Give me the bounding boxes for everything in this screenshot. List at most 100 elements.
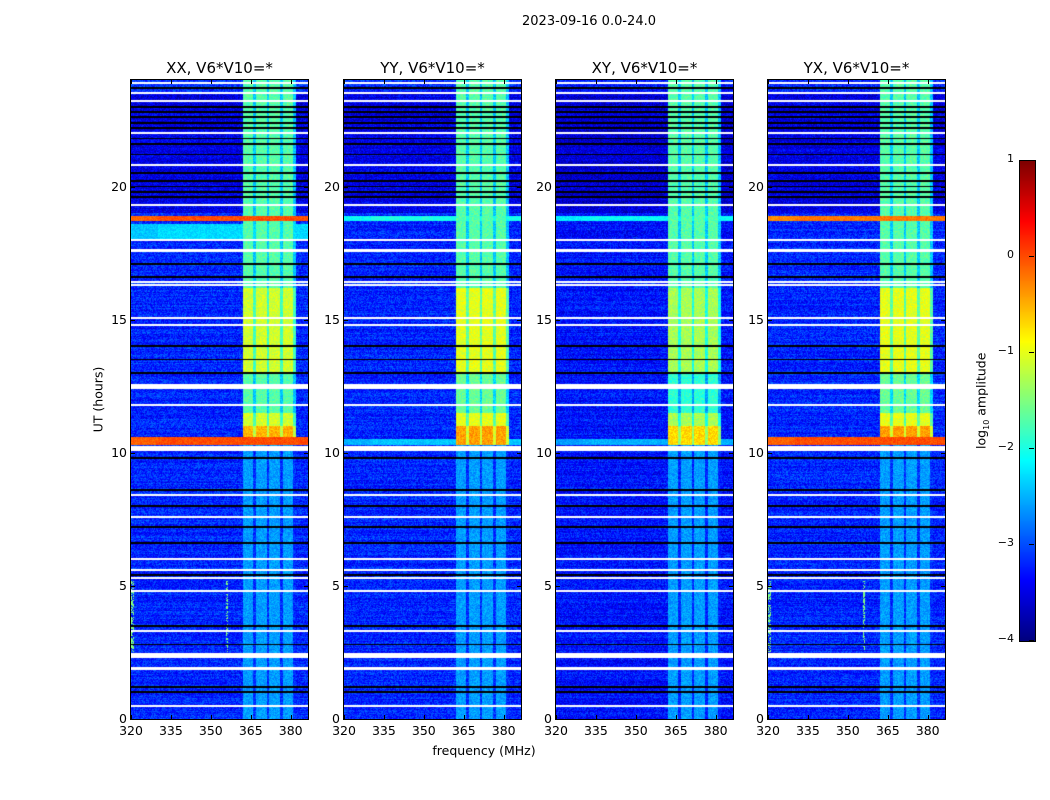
colorbar-tick-label: 1 bbox=[1007, 152, 1014, 165]
y-tick bbox=[131, 585, 135, 587]
y-tick bbox=[556, 719, 560, 720]
x-tick bbox=[383, 715, 385, 719]
y-tick bbox=[729, 719, 733, 720]
x-tick bbox=[635, 715, 637, 719]
y-tick-label: 0 bbox=[119, 711, 127, 726]
y-tick bbox=[517, 186, 521, 188]
y-tick bbox=[304, 585, 308, 587]
x-tick bbox=[556, 80, 557, 84]
x-tick-label: 320 bbox=[332, 723, 356, 738]
y-tick bbox=[517, 719, 521, 720]
x-tick bbox=[290, 715, 292, 719]
x-tick bbox=[635, 80, 637, 84]
x-tick-label: 350 bbox=[411, 723, 436, 738]
colorbar-tick-label: −4 bbox=[997, 632, 1014, 645]
y-tick-label: 15 bbox=[536, 311, 552, 327]
spectrogram-panel bbox=[555, 79, 734, 720]
y-tick bbox=[768, 585, 772, 587]
y-tick bbox=[304, 452, 308, 454]
x-tick bbox=[463, 715, 465, 719]
panel-title: YX, V6*V10=* bbox=[803, 59, 910, 77]
x-tick bbox=[556, 715, 557, 719]
x-tick bbox=[595, 80, 597, 84]
y-tick bbox=[304, 319, 308, 321]
x-tick bbox=[423, 80, 425, 84]
x-tick-label: 365 bbox=[875, 723, 900, 738]
x-tick bbox=[344, 80, 345, 84]
x-tick bbox=[210, 80, 212, 84]
x-axis-label: frequency (MHz) bbox=[432, 743, 536, 758]
x-tick-label: 350 bbox=[623, 723, 648, 738]
x-tick-label: 365 bbox=[451, 723, 476, 738]
y-tick bbox=[344, 319, 348, 321]
y-tick bbox=[304, 186, 308, 188]
y-tick bbox=[517, 452, 521, 454]
y-tick-label: 10 bbox=[111, 444, 127, 460]
x-tick-label: 335 bbox=[795, 723, 820, 738]
x-tick bbox=[131, 80, 132, 84]
y-tick bbox=[517, 319, 521, 321]
y-tick-label: 20 bbox=[536, 178, 552, 194]
y-tick bbox=[131, 186, 135, 188]
y-tick bbox=[941, 585, 945, 587]
panel-title: XX, V6*V10=* bbox=[166, 59, 273, 77]
y-tick bbox=[344, 186, 348, 188]
panel-title: YY, V6*V10=* bbox=[380, 59, 485, 77]
x-tick-label: 335 bbox=[371, 723, 396, 738]
x-tick-label: 380 bbox=[703, 723, 728, 738]
x-tick-label: 350 bbox=[198, 723, 223, 738]
x-tick bbox=[170, 715, 172, 719]
x-tick bbox=[595, 715, 597, 719]
y-tick bbox=[729, 452, 733, 454]
y-tick bbox=[941, 186, 945, 188]
x-tick bbox=[927, 715, 929, 719]
x-tick bbox=[927, 80, 929, 84]
x-tick bbox=[715, 80, 717, 84]
y-tick bbox=[304, 719, 308, 720]
colorbar-tick bbox=[1029, 352, 1034, 353]
y-tick-label: 10 bbox=[748, 444, 764, 460]
y-tick bbox=[344, 452, 348, 454]
y-tick bbox=[941, 319, 945, 321]
heatmap-image bbox=[768, 80, 945, 719]
x-tick-label: 335 bbox=[583, 723, 608, 738]
x-tick-label: 335 bbox=[158, 723, 183, 738]
y-tick bbox=[344, 585, 348, 587]
x-tick bbox=[423, 715, 425, 719]
x-tick-label: 320 bbox=[756, 723, 780, 738]
colorbar-tick bbox=[1029, 256, 1034, 257]
x-tick bbox=[383, 80, 385, 84]
colorbar-tick-label: 0 bbox=[1007, 248, 1014, 261]
x-tick bbox=[250, 80, 252, 84]
y-tick bbox=[768, 719, 772, 720]
y-tick-label: 20 bbox=[111, 178, 127, 194]
y-tick-label: 20 bbox=[324, 178, 340, 194]
x-tick bbox=[847, 715, 849, 719]
x-tick-label: 365 bbox=[238, 723, 263, 738]
y-tick bbox=[941, 452, 945, 454]
x-tick bbox=[131, 715, 132, 719]
x-tick-label: 320 bbox=[544, 723, 568, 738]
spectrogram-panel bbox=[130, 79, 309, 720]
x-tick bbox=[503, 715, 505, 719]
x-tick bbox=[675, 80, 677, 84]
colorbar-label-suffix: amplitude bbox=[973, 352, 989, 420]
figure-title: 2023-09-16 0.0-24.0 bbox=[522, 14, 656, 29]
x-tick bbox=[807, 715, 809, 719]
x-tick bbox=[768, 715, 769, 719]
colorbar-tick bbox=[1029, 160, 1034, 161]
y-tick bbox=[768, 186, 772, 188]
colorbar-tick bbox=[1029, 544, 1034, 545]
colorbar-tick-label: −2 bbox=[997, 440, 1014, 453]
y-tick bbox=[729, 186, 733, 188]
x-tick-label: 320 bbox=[119, 723, 143, 738]
y-tick-label: 0 bbox=[332, 711, 340, 726]
x-tick bbox=[290, 80, 292, 84]
y-tick bbox=[768, 319, 772, 321]
y-tick bbox=[729, 319, 733, 321]
y-tick bbox=[131, 319, 135, 321]
colorbar-tick bbox=[1029, 640, 1034, 641]
y-tick-label: 10 bbox=[324, 444, 340, 460]
y-tick-label: 15 bbox=[111, 311, 127, 327]
x-tick bbox=[807, 80, 809, 84]
